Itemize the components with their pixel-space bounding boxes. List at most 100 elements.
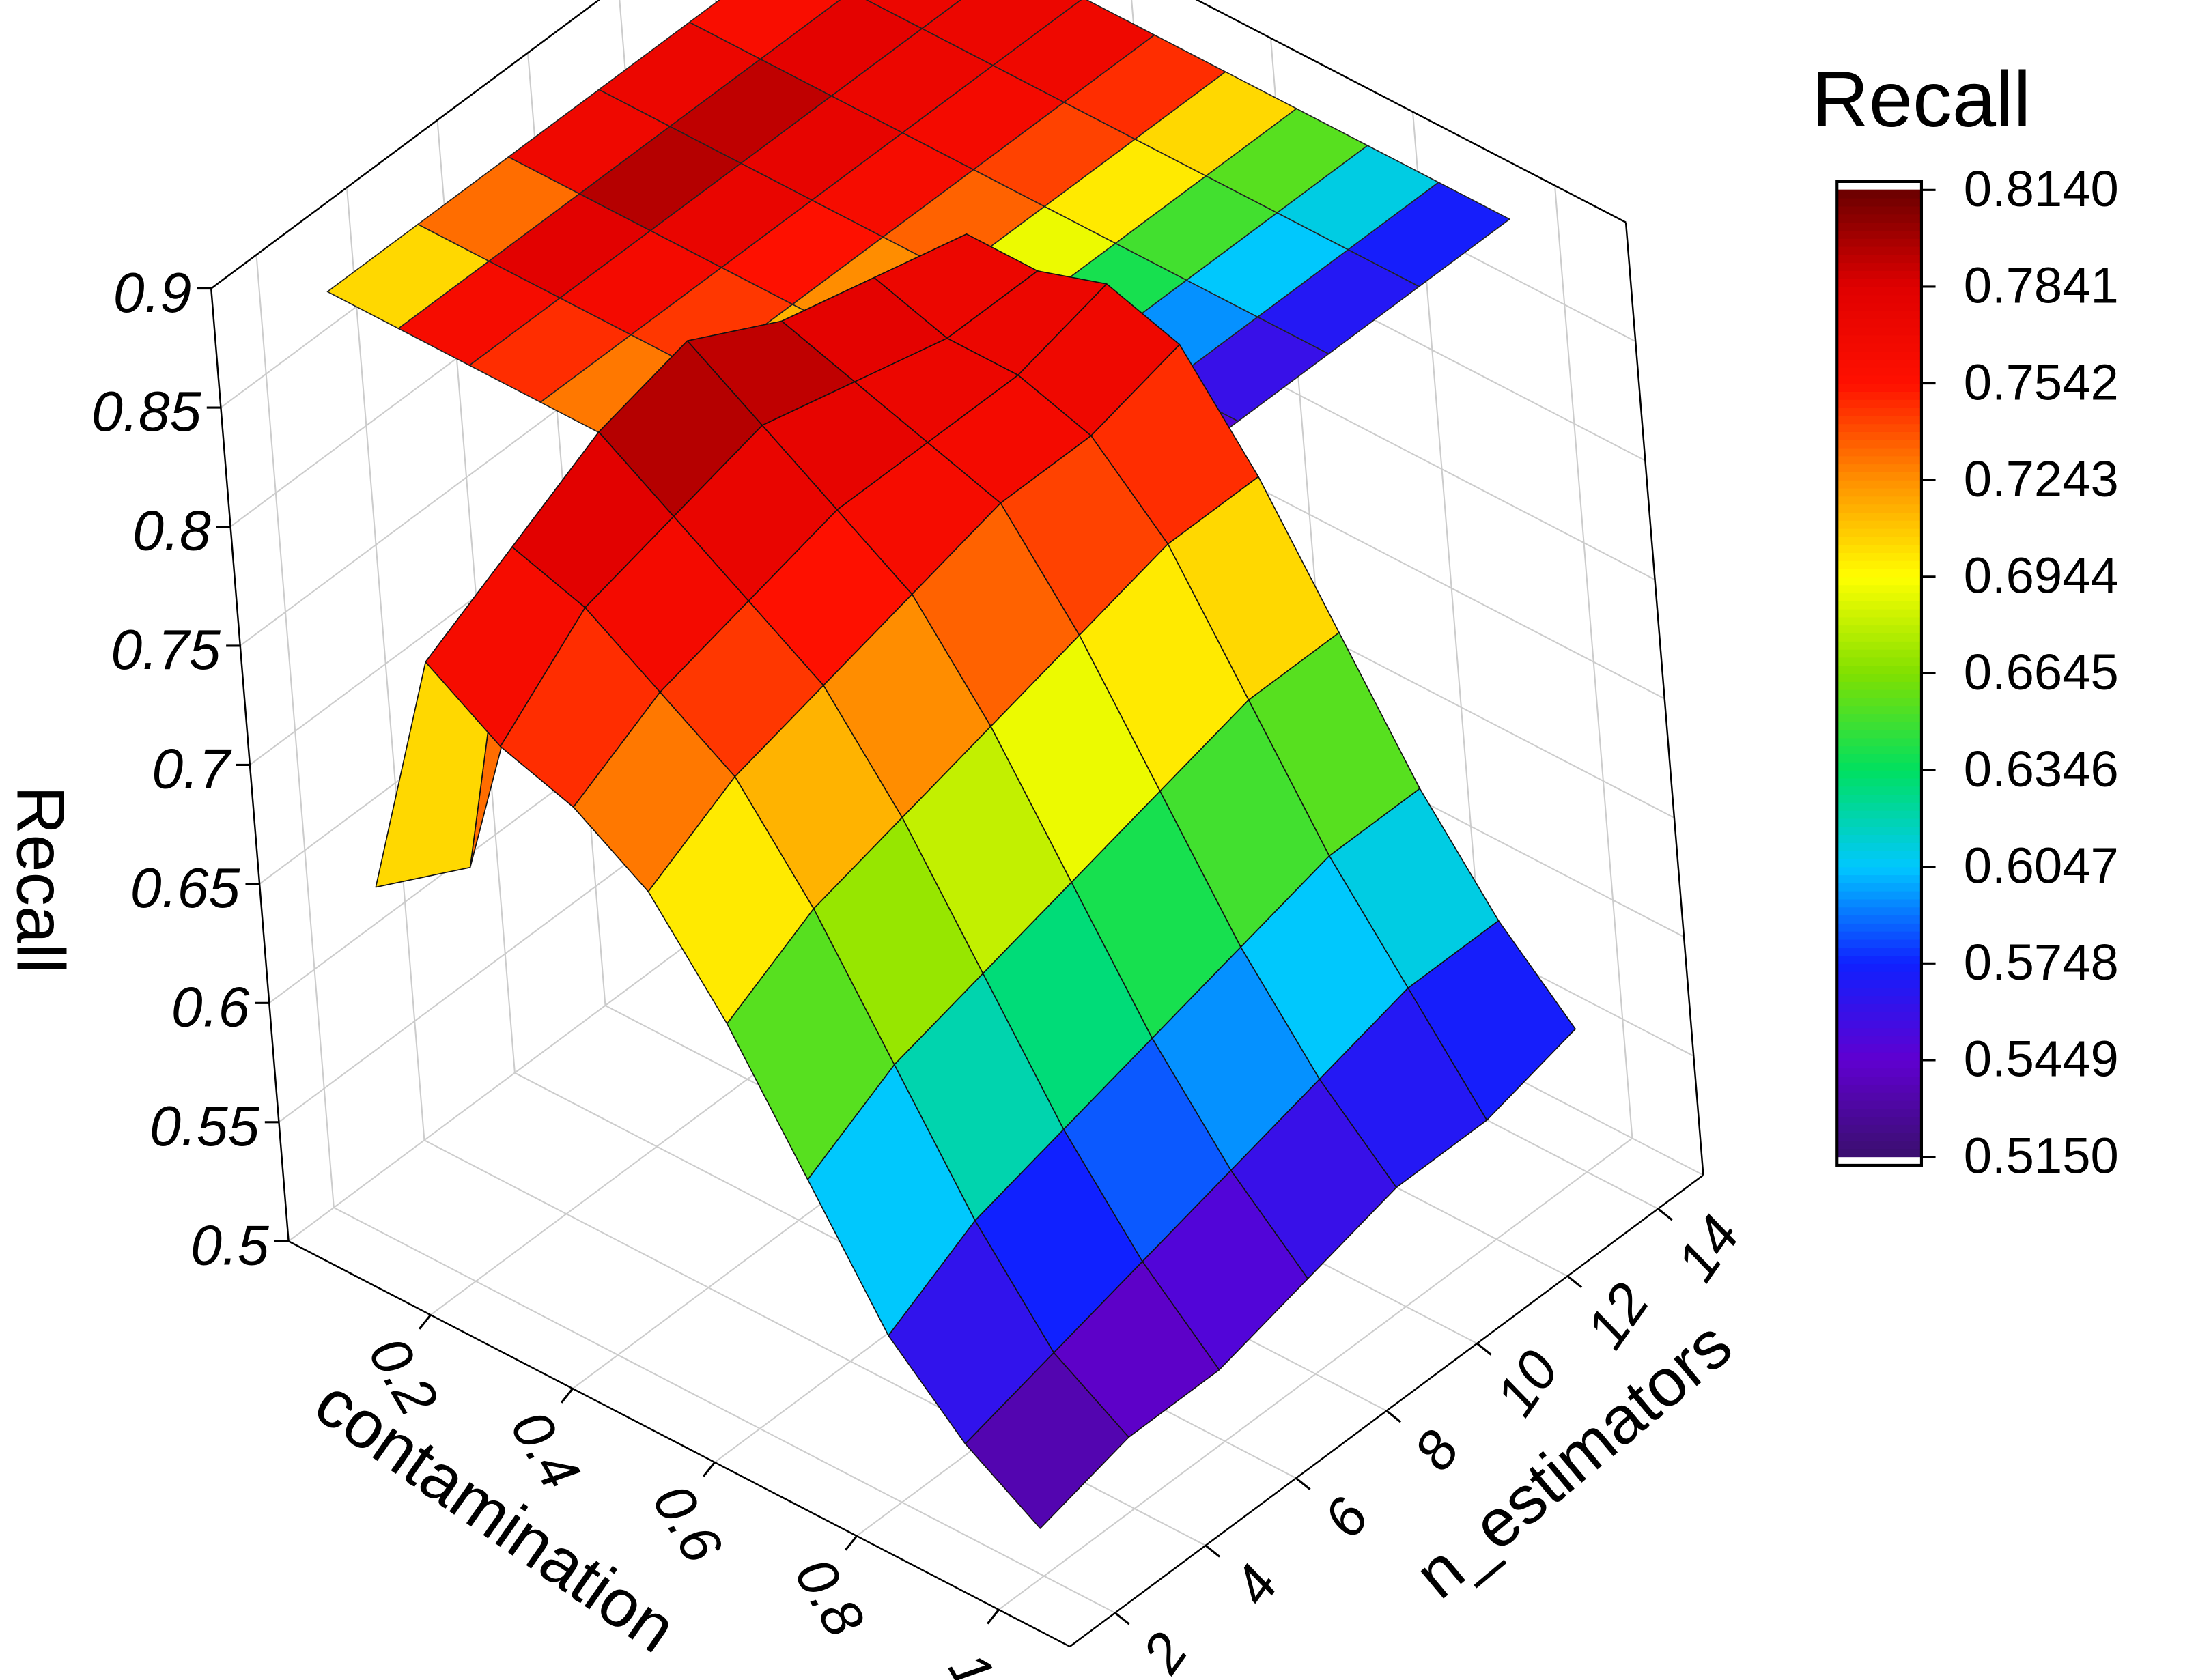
colorbar-strip <box>1837 640 1922 650</box>
colorbar-tick-label: 0.6944 <box>1964 547 2119 604</box>
z-tick-label: 0.5 <box>191 1214 270 1277</box>
colorbar-strip <box>1837 826 1922 836</box>
colorbar-tick-label: 0.6047 <box>1964 837 2119 894</box>
colorbar-strip <box>1837 963 1922 972</box>
colorbar-strip <box>1837 616 1922 626</box>
colorbar-strip <box>1837 246 1922 255</box>
colorbar-strip <box>1837 818 1922 827</box>
y-tick <box>1657 1208 1673 1221</box>
colorbar-strip <box>1837 1108 1922 1117</box>
colorbar-strip <box>1837 930 1922 940</box>
colorbar-strip <box>1837 1148 1922 1158</box>
colorbar-tick-label: 0.5449 <box>1964 1031 2119 1087</box>
y-tick-label: 4 <box>1221 1554 1291 1616</box>
colorbar-strip <box>1837 801 1922 811</box>
colorbar-strip <box>1837 189 1922 199</box>
x-axis-title: contamination <box>302 1363 690 1666</box>
box-edge <box>210 0 600 289</box>
colorbar-strip <box>1837 584 1922 594</box>
colorbar-strip <box>1837 858 1922 868</box>
colorbar-strip <box>1837 1115 1922 1125</box>
z-tick-label: 0.65 <box>130 857 241 920</box>
colorbar-strip <box>1837 672 1922 682</box>
y-tick <box>1476 1342 1492 1356</box>
colorbar-strip <box>1837 1027 1922 1037</box>
colorbar-strip <box>1837 350 1922 360</box>
colorbar-strip <box>1837 407 1922 416</box>
colorbar-strip <box>1837 882 1922 892</box>
colorbar-strip <box>1837 729 1922 739</box>
colorbar-strip <box>1837 1011 1922 1021</box>
colorbar-strip <box>1837 503 1922 513</box>
colorbar-strip <box>1837 608 1922 618</box>
colorbar-strip <box>1837 721 1922 730</box>
colorbar-strip <box>1837 229 1922 239</box>
colorbar-strip <box>1837 286 1922 296</box>
colorbar-strip <box>1837 455 1922 465</box>
colorbar-strip <box>1837 793 1922 803</box>
colorbar-strip <box>1837 471 1922 481</box>
colorbar-strip <box>1837 1083 1922 1093</box>
x-tick-label: 0.8 <box>783 1548 876 1647</box>
x-tick <box>987 1609 1000 1625</box>
y-tick-label: 14 <box>1664 1205 1751 1292</box>
colorbar-strip <box>1837 866 1922 876</box>
y-tick-label: 2 <box>1130 1622 1200 1680</box>
colorbar-strip <box>1837 439 1922 449</box>
colorbar-strip <box>1837 479 1922 489</box>
colorbar-strip <box>1837 1075 1922 1085</box>
x-tick <box>418 1314 432 1330</box>
colorbar-strip <box>1837 890 1922 900</box>
colorbar-strip <box>1837 1092 1922 1101</box>
colorbar-strip <box>1837 1132 1922 1141</box>
colorbar-strip <box>1837 1043 1922 1053</box>
box-edge <box>1624 222 1704 1176</box>
colorbar-strip <box>1837 415 1922 425</box>
colorbar-strip <box>1837 431 1922 440</box>
y-tick <box>1295 1477 1311 1491</box>
x-tick-label: 0.6 <box>640 1474 734 1573</box>
colorbar-strip <box>1837 632 1922 642</box>
colorbar-strip <box>1837 221 1922 231</box>
y-tick <box>1205 1544 1221 1558</box>
colorbar-strip <box>1837 205 1922 215</box>
x-tick <box>845 1535 858 1551</box>
x-tick-label: 1 <box>936 1642 1006 1680</box>
colorbar-tick-label: 0.7243 <box>1964 451 2119 507</box>
colorbar-strip <box>1837 778 1922 787</box>
colorbar-strip <box>1837 1019 1922 1029</box>
colorbar-strip <box>1837 761 1922 771</box>
colorbar-tick-label: 0.8140 <box>1964 160 2119 217</box>
colorbar-strip <box>1837 914 1922 924</box>
colorbar-strip <box>1837 979 1922 988</box>
colorbar-strip <box>1837 947 1922 956</box>
z-tick-label: 0.75 <box>111 618 221 681</box>
colorbar-strip <box>1837 987 1922 997</box>
colorbar-strip <box>1837 463 1922 472</box>
colorbar-strip <box>1837 753 1922 763</box>
z-tick-label: 0.9 <box>113 261 192 324</box>
colorbar-strip <box>1837 1140 1922 1150</box>
colorbar-strip <box>1837 697 1922 707</box>
colorbar-strip <box>1837 423 1922 432</box>
colorbar-strip <box>1837 1124 1922 1133</box>
colorbar-strip <box>1837 302 1922 311</box>
surface-cell <box>964 1352 1129 1529</box>
z-tick-label: 0.8 <box>132 500 211 563</box>
colorbar-tick-label: 0.6346 <box>1964 741 2119 797</box>
colorbar-strip <box>1837 318 1922 328</box>
x-axis <box>288 1240 1071 1648</box>
colorbar-strip <box>1837 528 1922 537</box>
colorbar-strip <box>1837 487 1922 497</box>
colorbar-strip <box>1837 592 1922 601</box>
colorbar-strip <box>1837 657 1922 666</box>
colorbar-strip <box>1837 842 1922 851</box>
colorbar-strip <box>1837 1003 1922 1012</box>
colorbar-strip <box>1837 907 1922 916</box>
colorbar-strip <box>1837 576 1922 586</box>
y-tick-label: 8 <box>1402 1420 1472 1481</box>
x-tick <box>702 1462 716 1477</box>
colorbar-strip <box>1837 278 1922 287</box>
